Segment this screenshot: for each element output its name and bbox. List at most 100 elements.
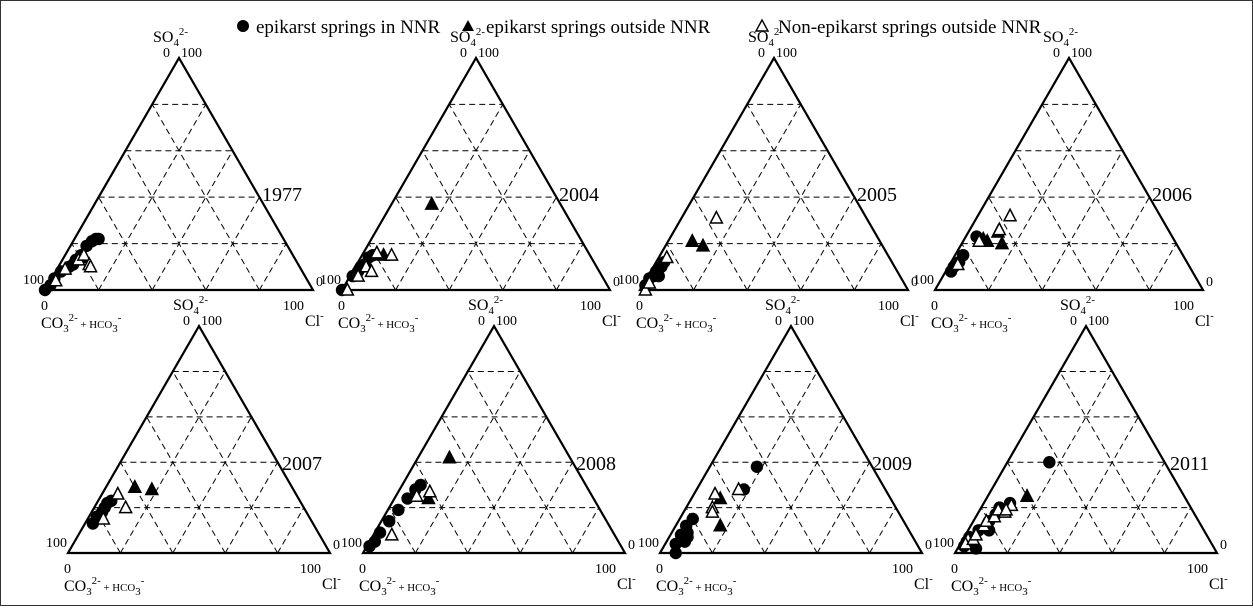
data-point-open-triangle bbox=[950, 256, 966, 271]
series-filled-circle bbox=[669, 460, 764, 560]
left-axis-label: CO32- + HCO3- bbox=[656, 575, 737, 598]
left-tick-hundred: 100 bbox=[618, 273, 639, 288]
data-point-open-triangle bbox=[364, 263, 379, 278]
top-tick-zero: 0 bbox=[478, 314, 485, 329]
year-label-part: 2006 bbox=[1152, 184, 1192, 206]
data-point-open-triangle bbox=[76, 247, 92, 261]
left-axis-label-part: 2- bbox=[979, 575, 988, 587]
top-axis-label-part: 4 bbox=[785, 305, 791, 317]
grid-line bbox=[746, 150, 829, 291]
data-point-open-triangle bbox=[638, 281, 653, 296]
series-filled-triangle bbox=[421, 449, 457, 505]
top-tick-hundred-part: 100 bbox=[776, 46, 797, 61]
left-tick-zero: 0 bbox=[338, 299, 345, 314]
grid-line bbox=[124, 150, 207, 291]
data-point-open-triangle bbox=[422, 483, 438, 498]
top-axis-label-part: 2- bbox=[494, 294, 503, 306]
top-tick-zero-part: 0 bbox=[1070, 314, 1077, 329]
right-tick-hundred: 100 bbox=[283, 299, 304, 314]
left-tick-zero-part: 0 bbox=[931, 299, 938, 314]
data-point-open-triangle bbox=[968, 526, 984, 541]
data-point-open-triangle bbox=[987, 508, 1002, 523]
right-axis-label-part: Cl bbox=[900, 313, 916, 330]
left-axis-label-part: - bbox=[141, 575, 145, 587]
left-axis-label-part: 2- bbox=[684, 575, 693, 587]
year-label-part: 2008 bbox=[576, 453, 616, 475]
triangle-outline bbox=[953, 323, 1219, 555]
left-axis-label-part: - bbox=[415, 312, 419, 324]
year-label-part: 2004 bbox=[559, 184, 599, 206]
data-point-open-triangle bbox=[118, 499, 133, 514]
top-tick-zero-part: 0 bbox=[163, 46, 170, 61]
right-tick-zero: 0 bbox=[628, 538, 635, 553]
left-tick-zero-part: 0 bbox=[951, 562, 958, 577]
top-tick-zero: 0 bbox=[758, 46, 765, 61]
left-axis-label-part: - bbox=[436, 575, 440, 587]
left-axis-label-part: - bbox=[1008, 312, 1012, 324]
data-point-open-triangle bbox=[1002, 207, 1018, 222]
data-point-open-triangle bbox=[971, 233, 987, 248]
year-label: 2009 bbox=[872, 453, 912, 475]
top-axis-label-part: 2- bbox=[476, 26, 485, 38]
top-tick-hundred-part: 100 bbox=[1088, 314, 1109, 329]
right-tick-zero: 0 bbox=[911, 275, 918, 290]
left-tick-hundred: 100 bbox=[46, 536, 67, 551]
legend-marker-filled-triangle bbox=[462, 20, 474, 31]
left-tick-zero-part: 0 bbox=[636, 299, 643, 314]
left-tick-zero-part: 0 bbox=[656, 562, 663, 577]
grid-line bbox=[395, 104, 504, 291]
right-axis-label-part: - bbox=[1210, 310, 1214, 322]
left-axis-label-part: 2- bbox=[69, 312, 78, 324]
top-tick-zero-part: 0 bbox=[775, 314, 782, 329]
left-axis-label-part: + HCO bbox=[988, 582, 1023, 594]
grid-line bbox=[258, 243, 287, 291]
grid-line bbox=[519, 461, 574, 554]
right-axis-label-part: Cl bbox=[602, 313, 618, 330]
left-tick-zero: 0 bbox=[636, 299, 643, 314]
legend-label: epikarst springs outside NNR bbox=[486, 17, 711, 38]
grid-line bbox=[853, 243, 882, 291]
right-tick-hundred-part: 100 bbox=[300, 562, 321, 577]
triangle-outline bbox=[340, 55, 612, 292]
data-point-filled-triangle bbox=[127, 479, 143, 493]
top-axis-label: SO42- bbox=[748, 26, 783, 49]
grid-line bbox=[1033, 416, 1113, 554]
right-axis-label: Cl- bbox=[602, 310, 621, 330]
left-axis-label-part: - bbox=[118, 312, 122, 324]
left-axis-label-part: CO bbox=[656, 578, 678, 595]
top-tick-zero-part: 0 bbox=[1053, 46, 1060, 61]
grid-line bbox=[693, 104, 802, 291]
right-tick-hundred-part: 100 bbox=[283, 299, 304, 314]
data-point-open-triangle bbox=[409, 488, 424, 503]
legend-marker-filled-circle bbox=[237, 20, 249, 32]
data-point-filled-triangle bbox=[421, 490, 436, 505]
right-tick-zero-part: 0 bbox=[1220, 538, 1227, 553]
triangle-outline bbox=[43, 55, 315, 292]
right-axis-label-part: Cl bbox=[1209, 576, 1225, 593]
top-tick-zero-part: 0 bbox=[758, 46, 765, 61]
series-filled-circle bbox=[363, 478, 427, 553]
left-axis-label: CO32- + HCO3- bbox=[64, 575, 145, 598]
left-axis-label-part: - bbox=[1028, 575, 1032, 587]
left-axis-label-part: + HCO bbox=[673, 319, 708, 331]
series-open-triangle bbox=[340, 244, 399, 296]
data-point-circle bbox=[414, 478, 427, 492]
grid-line bbox=[224, 461, 279, 554]
grid-lines bbox=[388, 370, 600, 554]
right-axis-label: Cl- bbox=[900, 310, 919, 330]
top-axis-label-part: 4 bbox=[1063, 37, 1069, 49]
right-axis-label: Cl- bbox=[1195, 310, 1214, 330]
left-axis-label-part: 3 bbox=[973, 586, 979, 598]
right-tick-zero: 0 bbox=[1206, 275, 1213, 290]
grid-line bbox=[988, 104, 1097, 291]
left-tick-hundred-part: 100 bbox=[23, 273, 44, 288]
triangle-outline bbox=[361, 323, 627, 555]
data-point-filled-triangle bbox=[994, 235, 1010, 250]
right-axis-label: Cl- bbox=[322, 573, 341, 593]
right-tick-hundred-part: 100 bbox=[1173, 299, 1194, 314]
left-axis-label-part: 3 bbox=[430, 586, 436, 598]
top-tick-hundred-part: 100 bbox=[201, 314, 222, 329]
left-axis-label-part: + HCO bbox=[78, 319, 113, 331]
grid-line bbox=[448, 150, 531, 291]
